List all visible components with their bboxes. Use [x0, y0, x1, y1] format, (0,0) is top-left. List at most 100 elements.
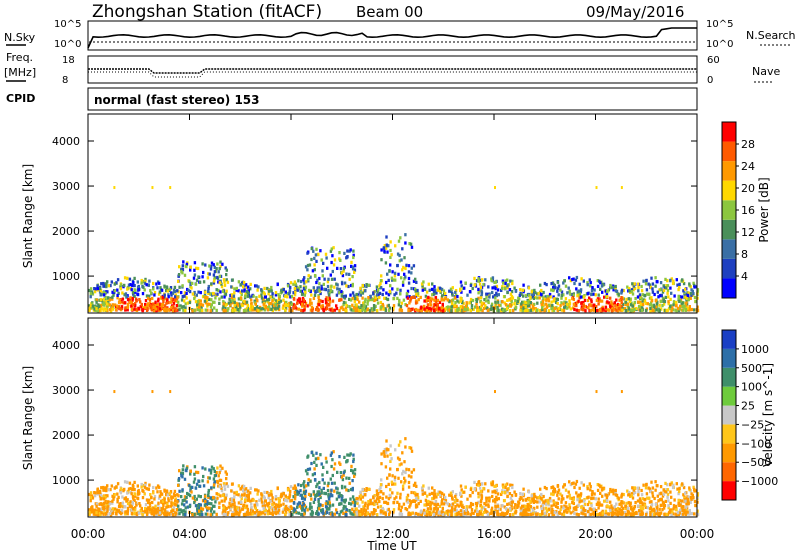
echo-cell — [453, 296, 457, 300]
echo-cell — [181, 295, 184, 299]
echo-cell — [634, 501, 637, 505]
echo-cell — [462, 301, 465, 305]
echo-cell — [477, 308, 480, 312]
echo-cell — [351, 303, 354, 307]
echo-cell — [278, 299, 281, 303]
echo-cell — [421, 288, 424, 292]
echo-cell — [553, 501, 556, 505]
echo-cell — [323, 277, 326, 281]
echo-cell — [174, 513, 177, 517]
echo-cell — [217, 288, 220, 292]
echo-cell — [102, 284, 105, 288]
echo-cell — [658, 294, 662, 298]
echo-cell — [102, 298, 105, 302]
echo-cell — [173, 285, 177, 289]
echo-cell — [527, 504, 530, 508]
echo-cell — [437, 490, 440, 494]
echo-cell — [210, 261, 214, 265]
echo-cell — [506, 490, 509, 494]
echo-cell — [560, 505, 563, 509]
echo-cell — [210, 298, 213, 302]
echo-cell — [183, 291, 187, 295]
echo-cell — [350, 512, 353, 516]
power-echoes — [88, 186, 700, 313]
echo-cell — [145, 308, 149, 312]
echo-cell — [434, 502, 438, 506]
echo-cell — [117, 291, 120, 295]
echo-cell — [527, 303, 531, 307]
echo-cell — [242, 280, 246, 285]
echo-cell — [255, 305, 259, 309]
echo-cell — [302, 278, 305, 282]
echo-cell — [388, 306, 392, 310]
echo-cell — [357, 305, 361, 309]
echo-cell — [196, 507, 199, 511]
echo-cell — [356, 295, 359, 299]
echo-cell — [311, 511, 314, 515]
echo-cell — [148, 301, 152, 305]
echo-cell — [179, 508, 182, 512]
echo-cell — [506, 502, 509, 506]
echo-cell — [497, 304, 501, 308]
echo-cell — [272, 501, 276, 505]
echo-cell — [401, 247, 404, 251]
echo-cell — [433, 493, 436, 497]
echo-cell — [351, 507, 354, 511]
echo-cell — [294, 284, 298, 288]
echo-cell — [526, 512, 529, 516]
echo-cell — [343, 251, 346, 255]
echo-cell — [342, 507, 345, 511]
echo-cell — [397, 443, 401, 447]
echo-cell — [648, 496, 651, 500]
echo-cell — [686, 293, 689, 297]
echo-cell — [570, 497, 573, 501]
echo-cell — [411, 511, 414, 515]
echo-cell — [130, 304, 133, 308]
echo-cell — [477, 291, 480, 295]
echo-cell — [621, 308, 624, 312]
echo-cell — [376, 301, 380, 305]
echo-cell — [550, 486, 553, 490]
echo-cell — [640, 512, 644, 516]
echo-cell — [170, 495, 173, 499]
echo-cell — [344, 309, 347, 313]
echo-cell — [520, 292, 523, 296]
echo-cell — [149, 507, 152, 512]
echo-cell — [276, 282, 279, 287]
echo-cell — [545, 283, 548, 287]
echo-cell — [475, 302, 478, 306]
echo-cell — [574, 482, 578, 486]
echo-cell — [456, 308, 459, 312]
echo-cell — [119, 301, 122, 305]
echo-cell — [267, 496, 270, 500]
echo-cell — [678, 503, 681, 507]
echo-cell — [402, 265, 405, 269]
echo-cell — [93, 491, 96, 495]
echo-cell — [216, 275, 219, 280]
echo-cell — [494, 491, 497, 495]
echo-cell — [209, 265, 213, 269]
echo-cell — [526, 308, 529, 312]
echo-cell — [402, 298, 406, 302]
echo-cell — [219, 468, 222, 472]
echo-cell — [117, 504, 121, 509]
echo-cell — [288, 505, 291, 510]
echo-cell — [213, 277, 216, 281]
echo-cell — [409, 503, 412, 507]
echo-cell — [374, 508, 377, 512]
echo-cell — [451, 286, 454, 290]
echo-cell — [243, 288, 246, 292]
echo-cell — [650, 296, 653, 300]
echo-cell — [676, 283, 679, 287]
echo-cell — [416, 293, 420, 298]
power-ylabel: Slant Range [km] — [21, 164, 35, 268]
echo-cell — [257, 285, 260, 289]
echo-cell — [244, 302, 247, 306]
echo-cell — [230, 296, 234, 300]
echo-cell — [220, 486, 223, 490]
echo-cell — [572, 302, 576, 306]
echo-cell — [140, 482, 143, 487]
echo-cell — [325, 256, 328, 260]
echo-cell — [304, 285, 308, 289]
echo-cell — [138, 298, 141, 302]
